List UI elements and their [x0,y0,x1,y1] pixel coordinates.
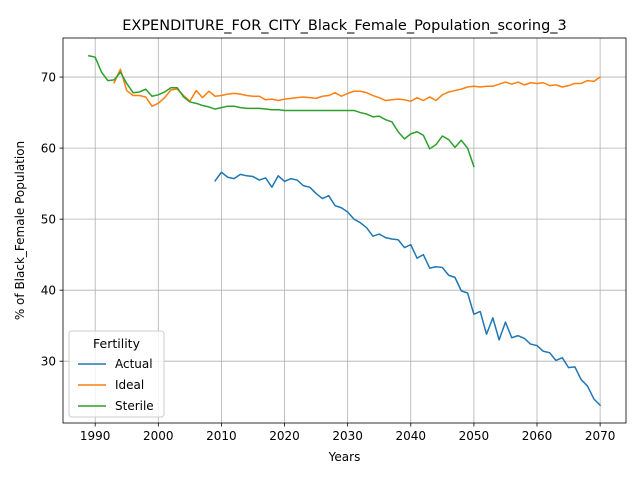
x-tick-label: 2060 [522,429,553,443]
y-tick-label: 60 [41,142,56,156]
y-tick-label: 50 [41,213,56,227]
grid-lines [63,38,626,423]
legend-label-ideal: Ideal [115,378,144,392]
x-tick-label: 2050 [459,429,490,443]
x-tick-label: 2030 [332,429,363,443]
x-tick-label: 2040 [395,429,426,443]
y-tick-label: 30 [41,355,56,369]
chart-title: EXPENDITURE_FOR_CITY_Black_Female_Popula… [122,18,567,34]
x-tick-label: 2020 [269,429,300,443]
plot-frame [62,37,627,424]
legend-title: Fertility [93,336,141,351]
y-axis-label: % of Black_Female Population [13,141,27,320]
legend-items: Actual Ideal Sterile [78,357,154,413]
y-tick-label: 40 [41,284,56,298]
legend-label-sterile: Sterile [115,399,154,413]
series-line-sterile [87,54,475,168]
legend-label-actual: Actual [115,357,153,371]
axis-ticks: 1990 2000 2010 2020 2030 2040 2050 2060 2070 30 40… [41,71,616,443]
legend: Fertility Actual Ideal Sterile [68,330,165,418]
x-axis-label: Years [328,450,361,464]
legend-box [68,330,165,418]
series-line-actual [214,171,602,407]
x-tick-label: 2000 [143,429,174,443]
series-lines [87,54,602,407]
x-tick-label: 2010 [206,429,237,443]
x-tick-label: 2070 [585,429,616,443]
x-tick-label: 1990 [80,429,111,443]
series-line-ideal [113,68,602,107]
y-tick-label: 70 [41,71,56,85]
